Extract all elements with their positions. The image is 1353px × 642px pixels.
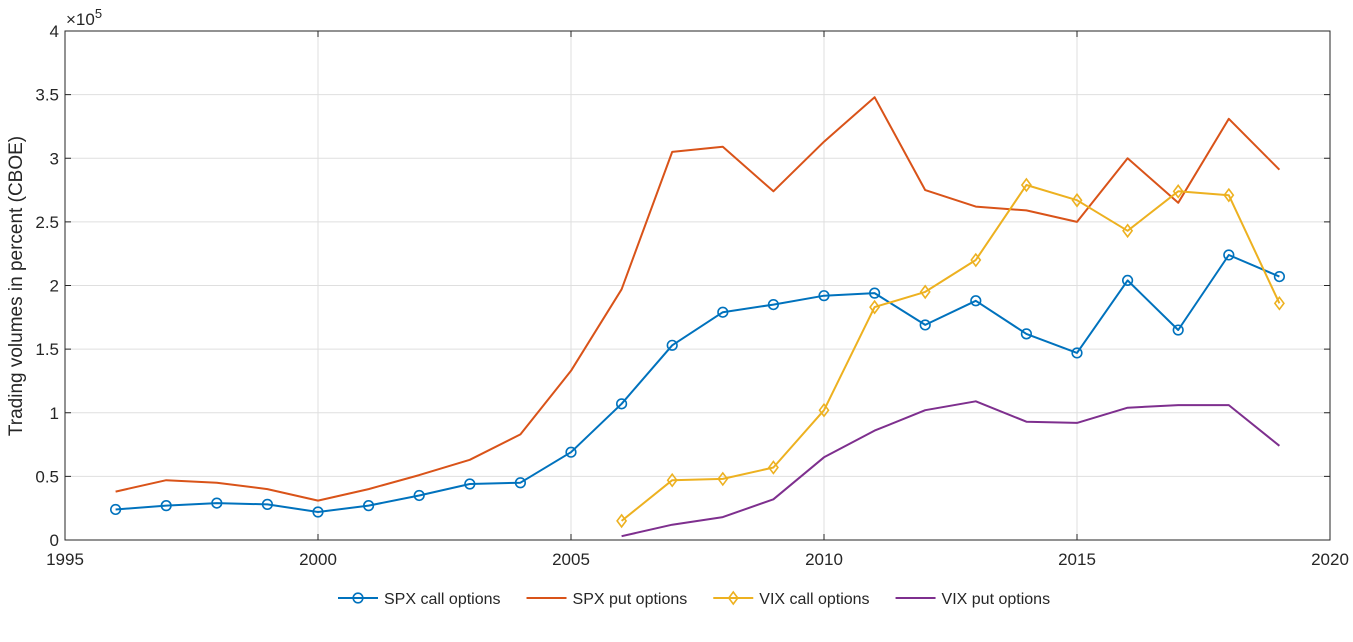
data-point [211,497,223,509]
series-line [620,184,1281,522]
data-point [717,471,729,487]
data-point [1223,187,1235,203]
series-0 [109,249,1285,518]
y-tick-label: 4 [50,22,59,41]
axis-ticks: 1995 2000 2005 2010 2015 2020 0 0.5 1 1.5 2 2.5 3 3.5… [35,22,1349,569]
data-point [261,498,274,510]
data-point [970,252,982,268]
y-tick-label: 2 [50,277,59,296]
data-point [818,290,830,302]
x-tick-label: 2020 [1311,550,1349,569]
data-point [363,500,375,512]
y-tick-label: 1 [50,404,59,423]
data-point [1273,295,1285,311]
x-tick-label: 2000 [299,550,337,569]
legend-label: SPX put options [573,591,688,608]
y-axis-multiplier-base: ×10 [66,10,95,29]
legend-label: SPX call options [384,591,501,608]
legend-label: VIX put options [942,591,1051,608]
y-tick-label: 3 [50,149,59,168]
data-point [1020,328,1033,340]
y-tick-label: 0.5 [35,467,59,486]
data-point [767,298,780,311]
legend-item: SPX put options [526,591,688,608]
legend-item: VIX put options [895,591,1051,608]
data-point [565,446,577,458]
series-1 [115,96,1281,502]
data-point [869,299,881,315]
x-tick-label: 2015 [1058,550,1096,569]
data-point [868,287,881,299]
data-point [160,500,172,512]
data-point [666,339,678,351]
data-point [615,398,628,410]
data-point [514,477,527,489]
data-point [1071,192,1083,208]
legend-label: VIX call options [759,591,869,608]
series-line [621,400,1281,538]
data-point [919,319,931,331]
y-axis-title: Trading volumes in percent (CBOE) [6,136,27,436]
x-tick-label: 2005 [552,550,590,569]
legend-item: VIX call options [713,590,870,608]
y-tick-label: 0 [50,531,59,550]
y-tick-label: 2.5 [35,213,59,232]
data-point [1121,274,1134,287]
data-point [1020,177,1032,193]
data-point [1223,249,1235,261]
legend-item: SPX call options [338,591,501,608]
data-point [1172,184,1184,199]
data-point [312,506,324,518]
data-point [109,503,122,516]
data-point [413,489,425,502]
data-point [1122,223,1134,239]
data-point [666,472,678,488]
data-point [818,402,830,418]
y-tick-label: 3.5 [35,86,59,105]
legend: SPX call options SPX put options VIX call … [338,590,1051,608]
y-axis-multiplier-exponent: 5 [95,6,102,21]
data-point [970,295,982,307]
data-point [464,478,476,490]
series-line [115,254,1280,513]
y-axis-multiplier: ×105 [66,6,102,29]
data-point [1172,324,1184,336]
y-tick-label: 1.5 [35,340,59,359]
series-2 [616,177,1285,529]
data-point [919,284,931,300]
data-point [1071,347,1083,359]
data-point [767,460,779,475]
data-point [717,306,729,318]
series-group [109,96,1285,538]
data-point [1273,270,1285,283]
x-tick-label: 1995 [46,550,84,569]
legend-marker [352,592,364,604]
series-3 [621,400,1281,538]
x-tick-label: 2010 [805,550,843,569]
legend-marker [727,590,739,606]
series-line [115,96,1281,502]
data-point [616,513,628,529]
